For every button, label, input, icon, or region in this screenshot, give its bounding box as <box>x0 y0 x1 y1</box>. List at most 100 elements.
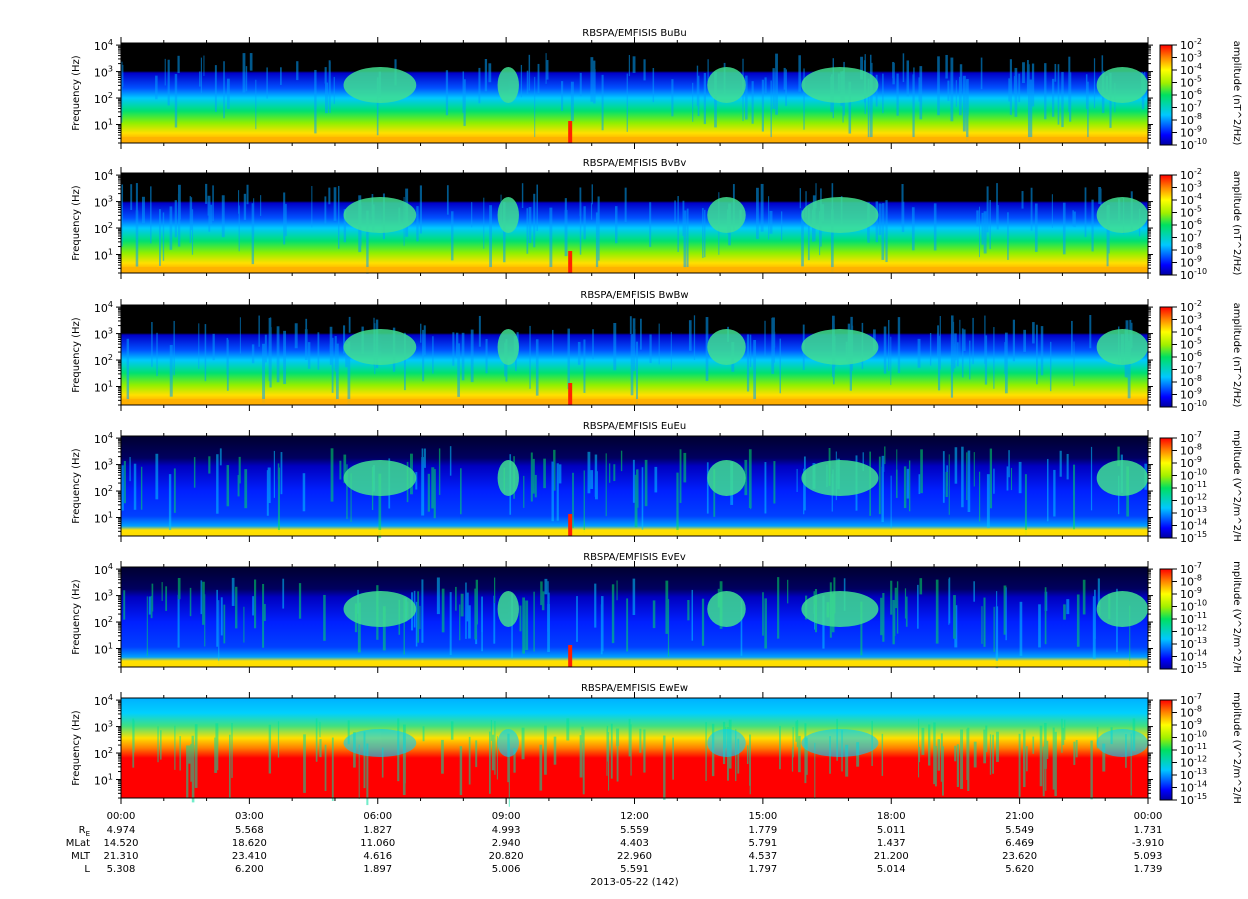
texture-streak <box>896 73 899 116</box>
texture-streak <box>860 601 863 656</box>
texture-streak <box>381 747 384 778</box>
colorbar-tick-label: 10-11 <box>1180 611 1207 626</box>
texture-streak <box>417 591 420 643</box>
texture-streak <box>1007 212 1009 260</box>
y-axis-label: Frequency (Hz) <box>71 710 82 786</box>
texture-streak <box>697 75 700 117</box>
texture-streak <box>552 329 554 358</box>
texture-streak <box>455 586 457 611</box>
texture-streak <box>746 334 750 392</box>
texture-streak <box>558 464 562 484</box>
texture-streak <box>624 187 627 223</box>
texture-streak <box>521 727 525 760</box>
texture-streak <box>750 465 752 510</box>
wave-activity-regions <box>343 67 1148 103</box>
texture-streak <box>896 581 899 634</box>
texture-streak <box>226 465 230 507</box>
texture-streak <box>208 456 211 474</box>
texture-streak <box>221 195 225 238</box>
texture-streak <box>630 724 632 776</box>
texture-streak <box>337 185 340 249</box>
colorbar-tick-label: 10-10 <box>1180 399 1207 414</box>
texture-streak <box>204 324 207 382</box>
colorbar-tick-label: 10-14 <box>1180 649 1207 664</box>
ephemeris-value: 20.820 <box>489 851 524 862</box>
texture-streak <box>953 595 956 639</box>
texture-streak <box>780 211 783 241</box>
texture-streak <box>431 467 435 509</box>
texture-streak <box>441 739 444 774</box>
texture-streak <box>1008 78 1011 102</box>
texture-streak <box>663 735 666 800</box>
texture-streak <box>539 744 543 791</box>
panels-layer: RBSPA/EMFISIS BuBu Frequency (Hz) 101 102 10… <box>71 28 1242 807</box>
texture-streak <box>121 465 124 511</box>
y-tick-label: 101 <box>94 641 113 656</box>
texture-streak <box>1087 81 1089 141</box>
texture-streak <box>226 78 230 110</box>
ephemeris-value: 5.559 <box>620 825 649 836</box>
texture-streak <box>920 449 923 494</box>
colorbar-tick-label: 10-12 <box>1180 624 1207 639</box>
texture-streak <box>324 744 327 791</box>
texture-streak <box>917 718 920 778</box>
texture-streak <box>692 82 694 122</box>
colorbar-tick-label: 10-11 <box>1180 742 1207 757</box>
texture-streak <box>1085 74 1088 110</box>
colorbar <box>1159 44 1173 146</box>
texture-streak <box>626 73 628 132</box>
texture-streak <box>798 55 801 92</box>
texture-streak <box>212 333 215 361</box>
ephemeris-value: 4.993 <box>492 825 521 836</box>
texture-streak <box>773 461 776 504</box>
wave-activity-regions <box>343 329 1148 365</box>
activity-region <box>1096 729 1148 757</box>
ephemeris-value: 1.797 <box>749 864 778 875</box>
texture-streak <box>570 81 574 122</box>
texture-streak <box>769 210 773 234</box>
texture-streak <box>959 319 961 358</box>
colorbar <box>1159 437 1173 539</box>
texture-streak <box>433 469 436 519</box>
texture-streak <box>630 334 634 396</box>
texture-streak <box>366 210 369 274</box>
texture-streak <box>948 454 950 515</box>
texture-streak <box>1006 466 1009 491</box>
texture-streak <box>945 471 948 497</box>
texture-streak <box>1044 722 1047 768</box>
colorbar-tick-label: 10-8 <box>1180 705 1202 720</box>
panel-title: RBSPA/EMFISIS EvEv <box>583 552 686 563</box>
texture-streak <box>556 463 559 521</box>
texture-streak <box>348 316 351 333</box>
texture-streak <box>481 596 483 652</box>
texture-streak <box>955 80 957 108</box>
texture-streak <box>1044 63 1047 120</box>
date-label: 2013-05-22 (142) <box>590 877 678 888</box>
texture-streak <box>973 741 977 768</box>
texture-streak <box>1005 587 1007 641</box>
y-tick-label: 104 <box>94 693 113 708</box>
texture-streak <box>751 81 754 124</box>
texture-streak <box>223 604 226 644</box>
texture-streak <box>892 600 896 637</box>
texture-streak <box>1012 319 1015 362</box>
texture-streak <box>798 735 801 773</box>
texture-streak <box>1089 315 1092 349</box>
texture-streak <box>237 475 240 497</box>
ephemeris-value: 1.739 <box>1134 864 1163 875</box>
texture-streak <box>605 453 607 517</box>
texture-streak <box>547 581 549 632</box>
texture-streak <box>1032 322 1035 344</box>
texture-streak <box>687 600 690 621</box>
texture-streak <box>749 734 751 786</box>
activity-region <box>707 329 746 365</box>
x-tick-label: 03:00 <box>235 811 264 822</box>
texture-streak <box>304 329 308 360</box>
texture-streak <box>1062 727 1065 745</box>
texture-streak <box>981 212 984 245</box>
texture-streak <box>214 65 217 112</box>
texture-streak <box>940 733 943 782</box>
texture-streak <box>544 578 548 595</box>
texture-streak <box>956 744 959 788</box>
colorbar <box>1159 699 1173 801</box>
